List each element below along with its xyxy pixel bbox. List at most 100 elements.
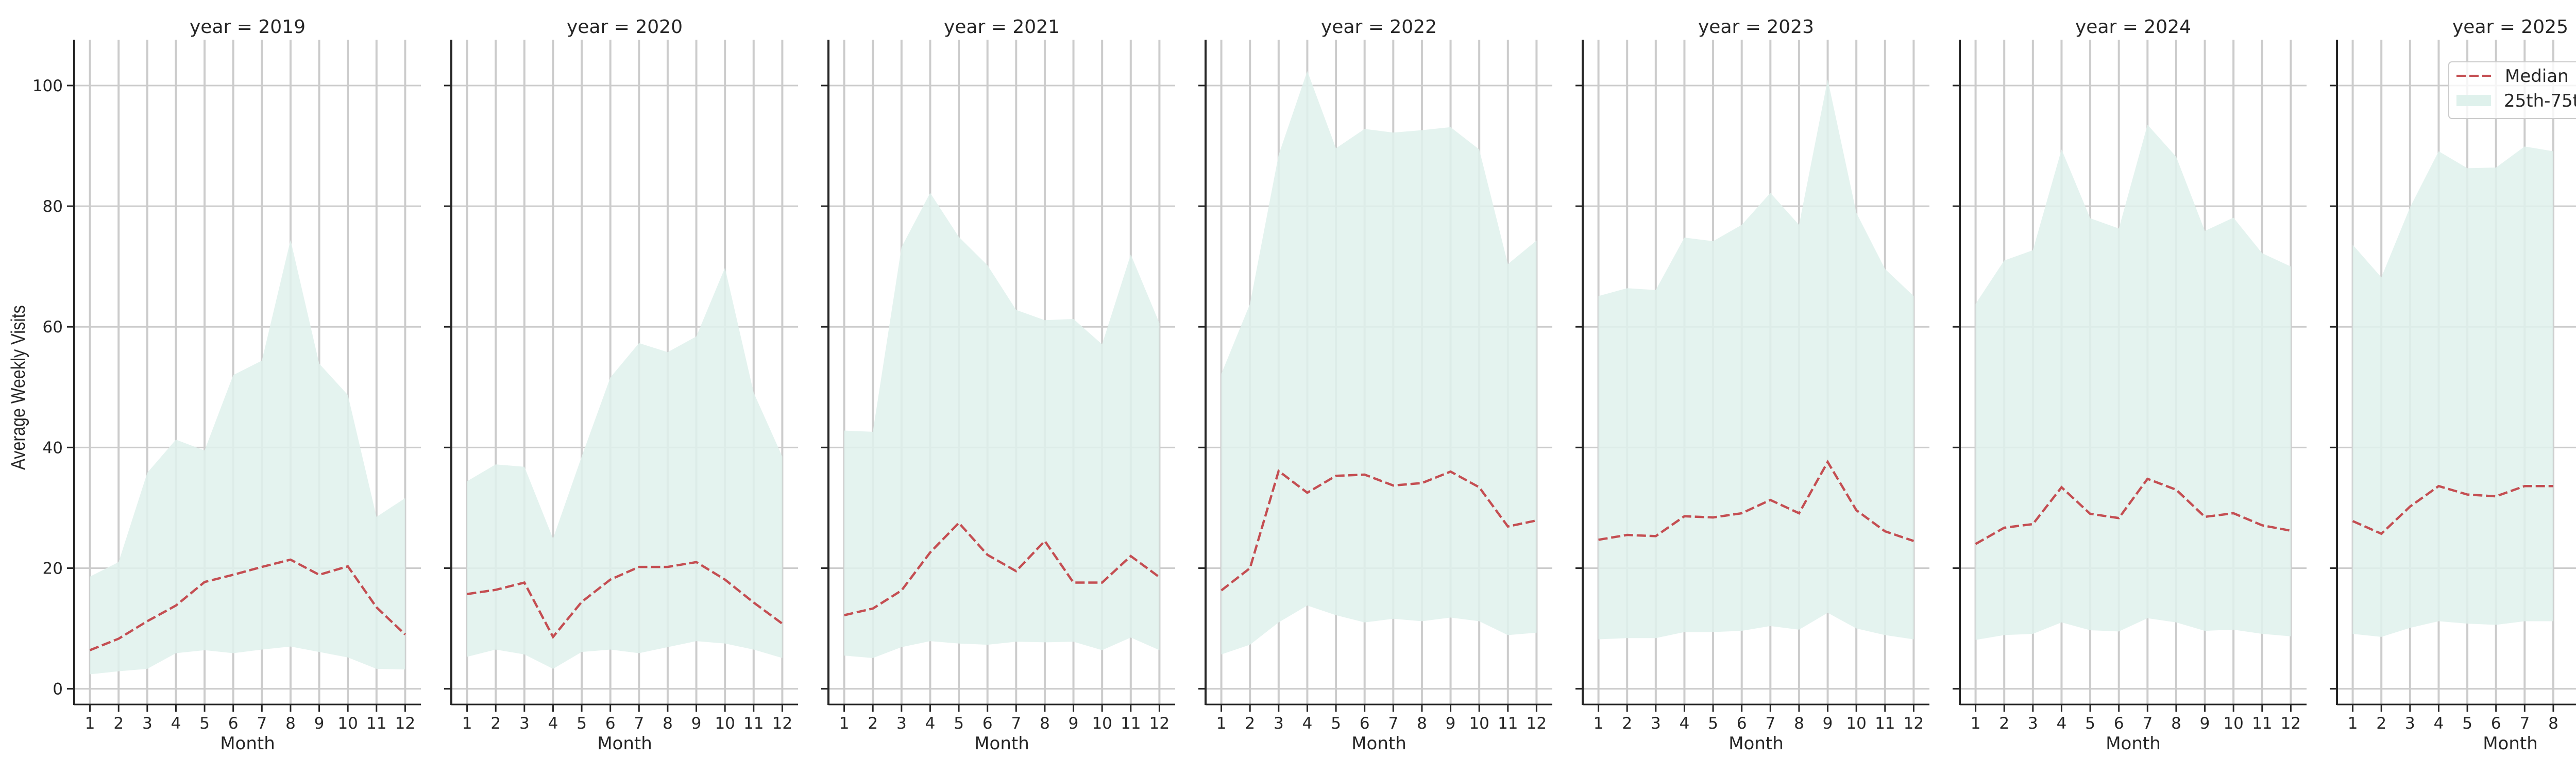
x-tick-label: 8 bbox=[2171, 714, 2181, 733]
x-tick-label: 7 bbox=[2142, 714, 2153, 733]
median-line bbox=[1598, 459, 1914, 542]
x-tick-label: 9 bbox=[1823, 714, 1833, 733]
median-line bbox=[1975, 477, 2291, 545]
x-tick-label: 4 bbox=[2434, 714, 2444, 733]
x-tick-label: 5 bbox=[2085, 714, 2095, 733]
x-tick-label: 8 bbox=[1040, 714, 1050, 733]
x-tick-label: 2 bbox=[1622, 714, 1632, 733]
facet-title: year = 2021 bbox=[944, 16, 1060, 38]
x-tick-label: 11 bbox=[1875, 714, 1895, 733]
x-axis-label: Month bbox=[1351, 733, 1406, 754]
x-tick-label: 2 bbox=[868, 714, 878, 733]
median-line bbox=[844, 521, 1160, 616]
median-line bbox=[467, 561, 783, 639]
x-tick-label: 7 bbox=[1388, 714, 1398, 733]
x-tick-label: 9 bbox=[1069, 714, 1079, 733]
x-tick-label: 5 bbox=[1331, 714, 1341, 733]
x-tick-label: 6 bbox=[228, 714, 239, 733]
x-tick-label: 3 bbox=[2405, 714, 2415, 733]
x-axis-label: Month bbox=[1728, 733, 1784, 754]
x-tick-label: 7 bbox=[257, 714, 267, 733]
x-tick-label: 2 bbox=[1245, 714, 1255, 733]
legend-band-swatch bbox=[2456, 95, 2491, 106]
x-axis-label: Month bbox=[2106, 733, 2161, 754]
x-tick-label: 7 bbox=[634, 714, 644, 733]
x-tick-label: 9 bbox=[1446, 714, 1456, 733]
facet-title: year = 2025 bbox=[2452, 16, 2568, 38]
x-tick-label: 5 bbox=[577, 714, 587, 733]
x-axis-label: Month bbox=[597, 733, 652, 754]
x-tick-label: 10 bbox=[337, 714, 358, 733]
x-tick-label: 11 bbox=[1121, 714, 1141, 733]
x-tick-label: 3 bbox=[1274, 714, 1284, 733]
x-tick-label: 3 bbox=[896, 714, 907, 733]
x-tick-label: 9 bbox=[2200, 714, 2210, 733]
x-tick-label: 10 bbox=[1469, 714, 1489, 733]
x-tick-label: 12 bbox=[1149, 714, 1170, 733]
x-tick-label: 8 bbox=[1794, 714, 1804, 733]
y-axis-label: Average Weekly Visits bbox=[8, 305, 29, 469]
x-tick-label: 3 bbox=[142, 714, 152, 733]
x-tick-label: 2 bbox=[2376, 714, 2386, 733]
x-tick-label: 12 bbox=[395, 714, 415, 733]
median-line bbox=[1221, 469, 1537, 592]
y-tick-label: 0 bbox=[53, 680, 63, 699]
x-tick-label: 11 bbox=[1498, 714, 1518, 733]
facet-title: year = 2019 bbox=[190, 16, 306, 38]
x-tick-label: 4 bbox=[1302, 714, 1313, 733]
x-tick-label: 5 bbox=[2462, 714, 2472, 733]
x-tick-label: 10 bbox=[2223, 714, 2243, 733]
y-tick-label: 80 bbox=[43, 197, 63, 216]
x-axis-label: Month bbox=[974, 733, 1029, 754]
x-tick-label: 5 bbox=[199, 714, 210, 733]
y-tick-label: 60 bbox=[43, 318, 63, 337]
x-tick-label: 12 bbox=[2281, 714, 2301, 733]
x-tick-label: 4 bbox=[548, 714, 558, 733]
x-tick-label: 12 bbox=[772, 714, 792, 733]
x-tick-label: 8 bbox=[1417, 714, 1427, 733]
x-tick-label: 2 bbox=[113, 714, 124, 733]
x-tick-label: 1 bbox=[1594, 714, 1604, 733]
x-tick-label: 1 bbox=[2348, 714, 2358, 733]
x-tick-label: 1 bbox=[85, 714, 95, 733]
x-tick-label: 6 bbox=[2114, 714, 2124, 733]
x-tick-label: 10 bbox=[1846, 714, 1866, 733]
legend-band-label: 25th-75th Percentile bbox=[2504, 91, 2576, 111]
percentile-band bbox=[2352, 146, 2553, 637]
x-tick-label: 1 bbox=[839, 714, 850, 733]
x-tick-label: 6 bbox=[1360, 714, 1370, 733]
facet-title: year = 2023 bbox=[1698, 16, 1814, 38]
x-tick-label: 4 bbox=[2057, 714, 2067, 733]
x-tick-label: 11 bbox=[743, 714, 764, 733]
x-axis-label: Month bbox=[2483, 733, 2538, 754]
median-line bbox=[89, 558, 406, 651]
x-tick-label: 9 bbox=[691, 714, 702, 733]
x-tick-label: 8 bbox=[663, 714, 673, 733]
x-tick-label: 11 bbox=[366, 714, 386, 733]
x-tick-label: 3 bbox=[2028, 714, 2038, 733]
x-tick-label: 2 bbox=[490, 714, 501, 733]
percentile-band bbox=[467, 267, 783, 669]
x-tick-label: 1 bbox=[462, 714, 472, 733]
x-tick-label: 6 bbox=[2491, 714, 2501, 733]
median-line bbox=[2352, 484, 2553, 535]
x-tick-label: 7 bbox=[2519, 714, 2530, 733]
x-tick-label: 8 bbox=[285, 714, 296, 733]
x-tick-label: 6 bbox=[605, 714, 616, 733]
legend-median-label: Median bbox=[2505, 66, 2569, 87]
percentile-band bbox=[90, 240, 405, 675]
y-tick-label: 40 bbox=[43, 439, 63, 457]
x-tick-label: 7 bbox=[1011, 714, 1021, 733]
y-tick-label: 100 bbox=[32, 77, 63, 95]
facet-title: year = 2024 bbox=[2075, 16, 2191, 38]
x-tick-label: 3 bbox=[1651, 714, 1661, 733]
x-tick-label: 10 bbox=[715, 714, 735, 733]
